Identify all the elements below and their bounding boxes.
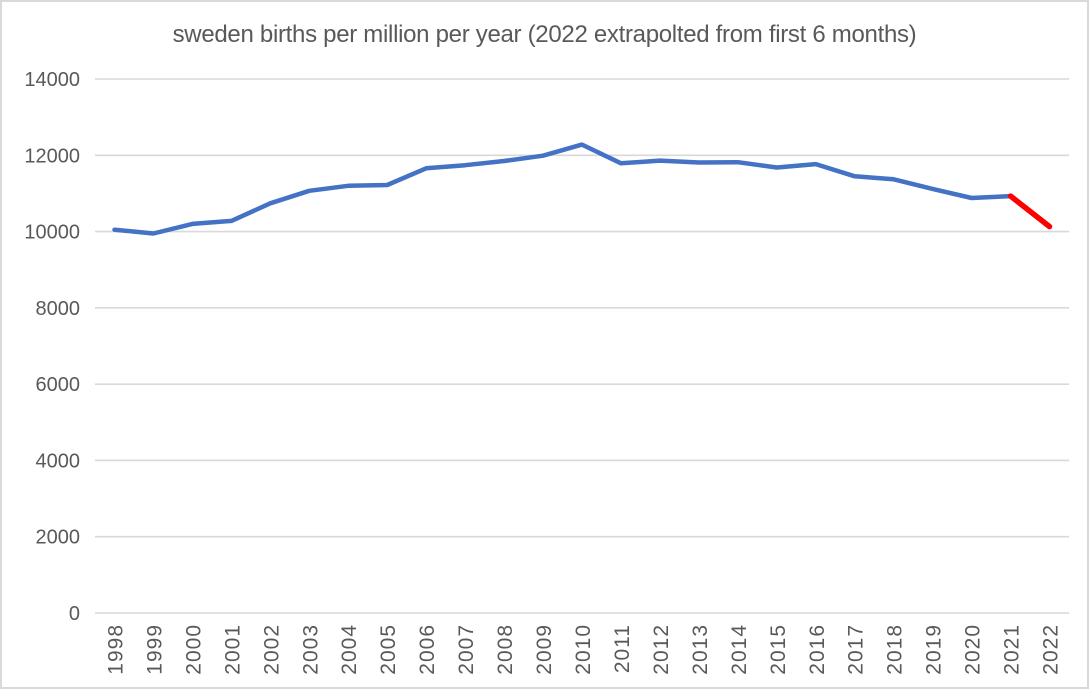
x-axis-tick-label: 2022 xyxy=(1040,624,1063,675)
x-axis-tick-label: 2006 xyxy=(416,624,439,675)
x-axis-tick-label: 2003 xyxy=(299,624,322,675)
x-axis-tick-label: 2002 xyxy=(260,624,283,675)
x-axis-tick-label: 2004 xyxy=(338,624,361,675)
series-line-extrapolated xyxy=(1007,193,1053,230)
x-axis-tick-label: 2017 xyxy=(845,624,868,675)
x-axis-tick-label: 2012 xyxy=(650,624,673,675)
x-axis-tick-label: 2019 xyxy=(923,624,946,675)
x-axis-tick-label: 2018 xyxy=(884,624,907,675)
x-axis-tick-label: 2020 xyxy=(962,624,985,675)
x-axis-tick-label: 1999 xyxy=(143,624,166,675)
x-axis-tick-label: 2011 xyxy=(611,624,634,673)
x-axis-tick-label: 2005 xyxy=(377,624,400,675)
y-axis-tick-label: 6000 xyxy=(36,374,81,396)
y-axis-tick-label: 4000 xyxy=(36,450,81,472)
x-axis-tick-label: 2009 xyxy=(533,624,556,675)
x-axis-tick-label: 2001 xyxy=(221,624,244,675)
y-axis-tick-label: 0 xyxy=(69,603,80,625)
x-axis-tick-label: 2007 xyxy=(455,624,478,675)
x-axis-tick-label: 2016 xyxy=(806,624,829,675)
x-axis-tick-label: 2010 xyxy=(572,624,595,675)
y-axis-tick-label: 10000 xyxy=(24,222,80,244)
x-axis-tick-label: 1998 xyxy=(104,624,127,675)
y-axis-tick-label: 2000 xyxy=(36,527,81,549)
x-axis-tick-label: 2021 xyxy=(1001,624,1024,675)
y-axis-tick-label: 8000 xyxy=(36,298,81,320)
x-axis-tick-label: 2008 xyxy=(494,624,517,675)
chart-title: sweden births per million per year (2022… xyxy=(172,21,917,48)
y-axis-tick-label: 14000 xyxy=(24,69,80,91)
x-axis-tick-label: 2000 xyxy=(182,624,205,675)
series-line-actual xyxy=(112,142,1013,236)
x-axis-tick-label: 2013 xyxy=(689,624,712,675)
x-axis-tick-label: 2015 xyxy=(767,624,790,675)
x-axis-tick-label: 2014 xyxy=(728,624,751,675)
y-axis-tick-label: 12000 xyxy=(24,145,80,167)
